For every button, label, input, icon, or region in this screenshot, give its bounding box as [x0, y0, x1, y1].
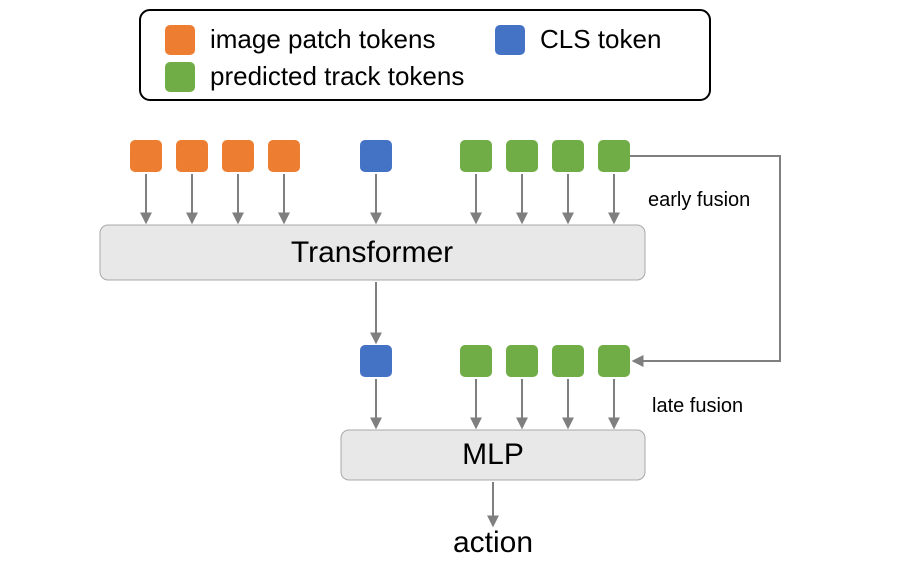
top-green-token-3: [598, 140, 630, 172]
legend-label-0: image patch tokens: [210, 24, 435, 54]
early-fusion-label: early fusion: [648, 189, 750, 211]
top-blue-token-0: [360, 140, 392, 172]
mid-green-token-0: [460, 345, 492, 377]
mid-blue-token-0: [360, 345, 392, 377]
legend-label-1: CLS token: [540, 24, 661, 54]
top-green-token-1: [506, 140, 538, 172]
late-fusion-label: late fusion: [652, 395, 743, 417]
mid-green-token-2: [552, 345, 584, 377]
legend-swatch-0: [165, 25, 195, 55]
mid-green-token-1: [506, 345, 538, 377]
legend-label-2: predicted track tokens: [210, 61, 464, 91]
top-green-token-2: [552, 140, 584, 172]
legend-swatch-2: [165, 62, 195, 92]
mid-green-token-3: [598, 345, 630, 377]
top-green-token-0: [460, 140, 492, 172]
top-orange-token-1: [176, 140, 208, 172]
top-orange-token-0: [130, 140, 162, 172]
mlp-label: MLP: [462, 438, 524, 471]
top-orange-token-2: [222, 140, 254, 172]
transformer-label: Transformer: [291, 236, 453, 269]
action-label: action: [453, 526, 533, 559]
legend-swatch-1: [495, 25, 525, 55]
top-orange-token-3: [268, 140, 300, 172]
late-fusion-route: [630, 156, 780, 361]
